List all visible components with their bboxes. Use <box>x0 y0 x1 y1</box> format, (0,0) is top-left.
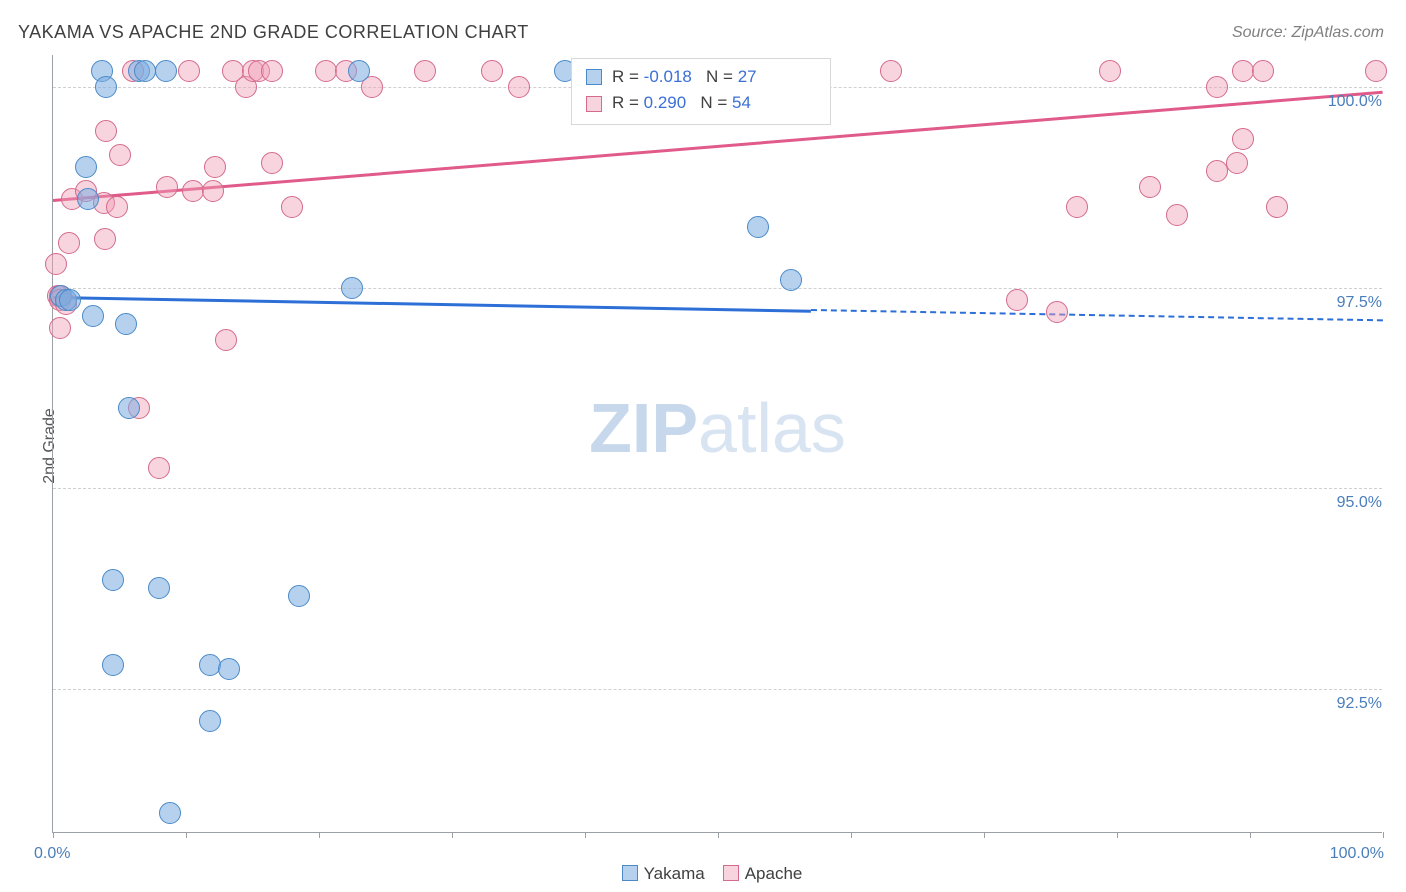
yakama-point <box>75 156 97 178</box>
watermark-light: atlas <box>698 389 846 467</box>
apache-point <box>182 180 204 202</box>
legend-swatch <box>586 96 602 112</box>
plot-area: ZIPatlas <box>52 55 1382 833</box>
apache-point <box>202 180 224 202</box>
yakama-point <box>77 188 99 210</box>
yakama-point <box>95 76 117 98</box>
series-legend: Yakama Apache <box>0 864 1406 884</box>
apache-point <box>261 152 283 174</box>
apache-point <box>204 156 226 178</box>
apache-point <box>1046 301 1068 323</box>
apache-point <box>315 60 337 82</box>
apache-point <box>1099 60 1121 82</box>
apache-point <box>95 120 117 142</box>
yakama-point <box>218 658 240 680</box>
y-tick-label: 97.5% <box>1337 294 1382 312</box>
legend-stats: R = 0.290 N = 54 <box>612 90 751 116</box>
apache-point <box>281 196 303 218</box>
apache-point <box>215 329 237 351</box>
apache-point <box>1365 60 1387 82</box>
yakama-point <box>341 277 363 299</box>
legend-swatch <box>622 865 638 881</box>
trend-line <box>53 296 811 312</box>
x-tick <box>319 832 320 838</box>
x-tick <box>452 832 453 838</box>
apache-point <box>1206 160 1228 182</box>
yakama-point <box>159 802 181 824</box>
x-tick <box>186 832 187 838</box>
yakama-point <box>82 305 104 327</box>
x-tick <box>585 832 586 838</box>
apache-point <box>148 457 170 479</box>
y-tick-label: 100.0% <box>1328 93 1382 111</box>
gridline <box>53 288 1382 289</box>
apache-point <box>1006 289 1028 311</box>
apache-point <box>45 253 67 275</box>
apache-point <box>1206 76 1228 98</box>
yakama-point <box>348 60 370 82</box>
gridline <box>53 689 1382 690</box>
apache-point <box>1139 176 1161 198</box>
apache-point <box>1232 60 1254 82</box>
legend-label: Apache <box>745 864 803 883</box>
yakama-point <box>148 577 170 599</box>
legend-label: Yakama <box>644 864 705 883</box>
apache-point <box>1266 196 1288 218</box>
apache-point <box>109 144 131 166</box>
legend-row: R = -0.018 N = 27 <box>586 64 816 90</box>
chart-title: YAKAMA VS APACHE 2ND GRADE CORRELATION C… <box>18 22 529 43</box>
apache-point <box>481 60 503 82</box>
apache-point <box>178 60 200 82</box>
yakama-point <box>59 289 81 311</box>
apache-point <box>1066 196 1088 218</box>
yakama-point <box>102 654 124 676</box>
yakama-point <box>199 710 221 732</box>
apache-point <box>1252 60 1274 82</box>
apache-point <box>106 196 128 218</box>
apache-point <box>1226 152 1248 174</box>
legend-stats: R = -0.018 N = 27 <box>612 64 757 90</box>
x-tick <box>718 832 719 838</box>
y-tick-label: 95.0% <box>1337 494 1382 512</box>
yakama-point <box>102 569 124 591</box>
x-max-label: 100.0% <box>1330 845 1384 863</box>
correlation-legend: R = -0.018 N = 27R = 0.290 N = 54 <box>571 58 831 125</box>
apache-point <box>49 317 71 339</box>
apache-point <box>508 76 530 98</box>
x-tick <box>984 832 985 838</box>
legend-swatch <box>723 865 739 881</box>
x-tick <box>53 832 54 838</box>
trend-line-dashed <box>811 309 1383 321</box>
apache-point <box>414 60 436 82</box>
y-tick-label: 92.5% <box>1337 695 1382 713</box>
x-tick <box>1250 832 1251 838</box>
x-tick <box>1383 832 1384 838</box>
legend-swatch <box>586 69 602 85</box>
apache-point <box>1232 128 1254 150</box>
yakama-point <box>288 585 310 607</box>
yakama-point <box>780 269 802 291</box>
apache-point <box>261 60 283 82</box>
yakama-point <box>155 60 177 82</box>
apache-point <box>880 60 902 82</box>
apache-point <box>94 228 116 250</box>
legend-row: R = 0.290 N = 54 <box>586 90 816 116</box>
apache-point <box>156 176 178 198</box>
x-min-label: 0.0% <box>34 845 70 863</box>
x-tick <box>851 832 852 838</box>
gridline <box>53 488 1382 489</box>
watermark: ZIPatlas <box>589 388 846 468</box>
yakama-point <box>118 397 140 419</box>
yakama-point <box>134 60 156 82</box>
apache-point <box>1166 204 1188 226</box>
watermark-bold: ZIP <box>589 389 698 467</box>
x-tick <box>1117 832 1118 838</box>
yakama-point <box>747 216 769 238</box>
apache-point <box>58 232 80 254</box>
source-label: Source: ZipAtlas.com <box>1232 24 1384 42</box>
yakama-point <box>115 313 137 335</box>
